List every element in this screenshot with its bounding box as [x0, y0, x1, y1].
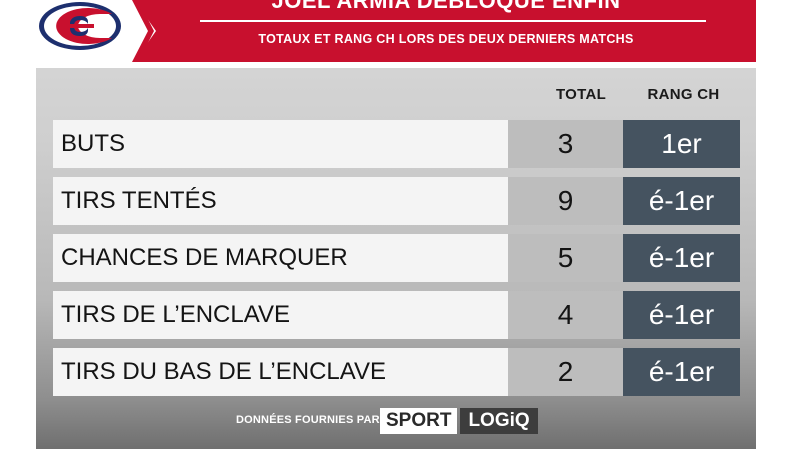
stat-rank: 1er — [623, 120, 740, 168]
stat-total: 5 — [508, 234, 623, 282]
team-logo — [36, 0, 132, 68]
stat-label: TIRS TENTÉS — [53, 177, 508, 225]
stat-label: CHANCES DE MARQUER — [53, 234, 508, 282]
stat-row: BUTS 3 1er — [53, 120, 740, 168]
brand-part-sport: SPORT — [380, 408, 458, 434]
stat-row: TIRS DE L’ENCLAVE 4 é-1er — [53, 291, 740, 339]
stat-rank: é-1er — [623, 177, 740, 225]
page-title: JOËL ARMIA DÉBLOQUE ENFIN — [271, 0, 621, 13]
stat-label: TIRS DE L’ENCLAVE — [53, 291, 508, 339]
page-subtitle: TOTAUX ET RANG CH LORS DES DEUX DERNIERS… — [258, 32, 634, 46]
title-divider — [200, 20, 706, 22]
stat-label: TIRS DU BAS DE L’ENCLAVE — [53, 348, 508, 396]
stat-total: 2 — [508, 348, 623, 396]
stat-rank: é-1er — [623, 348, 740, 396]
stat-total: 4 — [508, 291, 623, 339]
stat-total: 9 — [508, 177, 623, 225]
stat-label: BUTS — [53, 120, 508, 168]
brand-part-logiq: LOGiQ — [460, 408, 538, 434]
column-header-total: TOTAL — [555, 86, 607, 103]
column-header-rank: RANG CH — [647, 86, 720, 103]
footer: DONNÉES FOURNIES PAR SPORT LOGiQ — [36, 408, 756, 436]
sportlogiq-logo: SPORT LOGiQ — [380, 408, 538, 434]
header: JOËL ARMIA DÉBLOQUE ENFIN TOTAUX ET RANG… — [36, 0, 756, 68]
stat-row: CHANCES DE MARQUER 5 é-1er — [53, 234, 740, 282]
canadiens-logo-icon — [39, 2, 121, 50]
stat-row: TIRS TENTÉS 9 é-1er — [53, 177, 740, 225]
stats-graphic: JOËL ARMIA DÉBLOQUE ENFIN TOTAUX ET RANG… — [36, 0, 756, 449]
stat-total: 3 — [508, 120, 623, 168]
stat-rank: é-1er — [623, 291, 740, 339]
stat-rank: é-1er — [623, 234, 740, 282]
title-banner — [134, 0, 756, 62]
data-source-label: DONNÉES FOURNIES PAR — [236, 414, 380, 426]
stat-row: TIRS DU BAS DE L’ENCLAVE 2 é-1er — [53, 348, 740, 396]
